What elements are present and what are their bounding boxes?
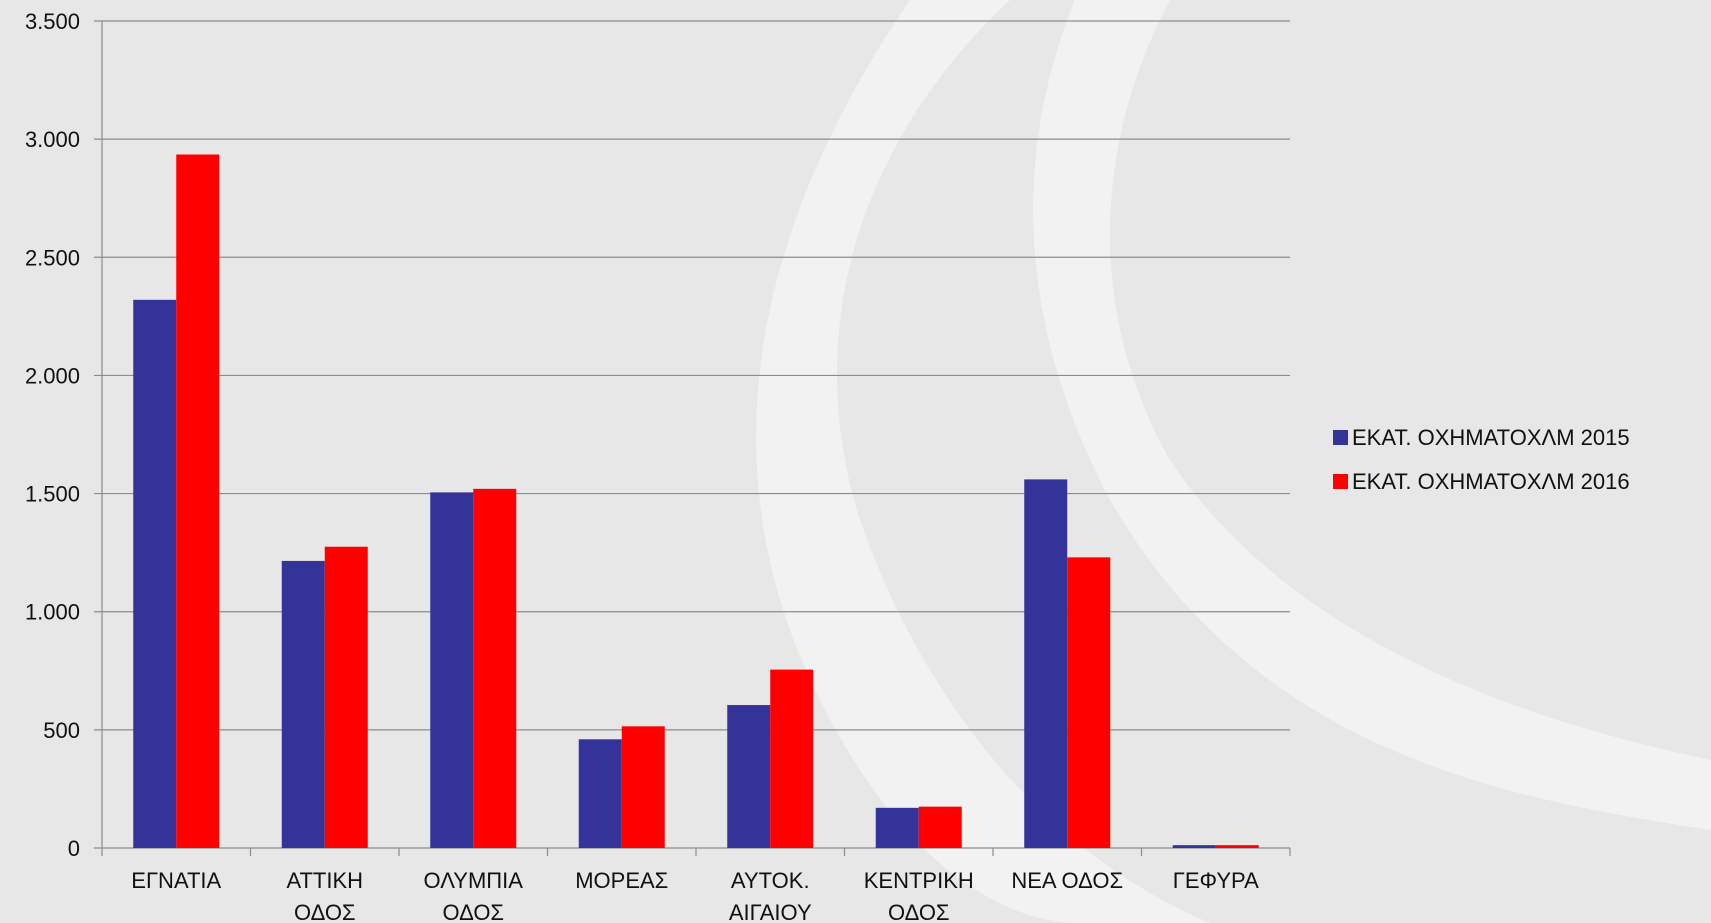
x-category-label: ΚΕΝΤΡΙΚΗ ΟΔΟΣ: [864, 868, 974, 923]
y-tick-label: 3.000: [25, 127, 80, 152]
x-category-label: ΑΥΤΟΚ. ΑΙΓΑΙΟΥ: [729, 868, 812, 923]
x-axis-category-labels: ΕΓΝΑΤΙΑ ΑΤΤΙΚΗ ΟΔΟΣ ΟΛΥΜΠΙΑ ΟΔΟΣ ΜΟΡΕΑΣ ΑΥΤΟΚ.…: [131, 868, 1259, 923]
bar-2015: [727, 705, 771, 848]
bar-2016: [324, 546, 368, 848]
y-tick-label: 0: [68, 836, 80, 861]
bar-2015: [1024, 479, 1068, 848]
bar-2015: [1172, 845, 1216, 848]
y-tick-label: 1.500: [25, 482, 80, 507]
bar-2016: [473, 488, 517, 848]
y-axis-tick-labels: 0 500 1.000 1.500 2.000 2.500 3.000 3.500: [25, 9, 80, 861]
x-category-label: ΑΤΤΙΚΗ ΟΔΟΣ: [286, 868, 363, 923]
bar-2015: [133, 299, 177, 848]
y-tick-label: 3.500: [25, 9, 80, 34]
bar-2016: [1067, 557, 1111, 848]
bar-2016: [176, 154, 220, 848]
bar-2015: [578, 739, 622, 848]
x-category-label: ΕΓΝΑΤΙΑ: [131, 868, 221, 893]
bar-2015: [430, 492, 474, 848]
x-category-label: ΓΕΦΥΡΑ: [1173, 868, 1259, 893]
legend-swatch: [1333, 430, 1348, 445]
bars: [133, 154, 1259, 848]
background-swoosh: [756, 0, 1711, 923]
x-category-label: ΟΛΥΜΠΙΑ ΟΔΟΣ: [424, 868, 524, 923]
bar-2016: [918, 806, 962, 848]
legend: ΕΚΑΤ. ΟΧΗΜΑΤΟΧΛΜ 2015 ΕΚΑΤ. ΟΧΗΜΑΤΟΧΛΜ 20…: [1333, 425, 1630, 494]
bar-2015: [875, 807, 919, 848]
y-tick-label: 2.000: [25, 363, 80, 388]
x-category-label: ΝΕΑ ΟΔΟΣ: [1011, 868, 1123, 893]
legend-swatch: [1333, 474, 1348, 489]
y-tick-label: 1.000: [25, 600, 80, 625]
bar-2016: [770, 669, 814, 848]
legend-label: ΕΚΑΤ. ΟΧΗΜΑΤΟΧΛΜ 2016: [1352, 469, 1630, 494]
bar-2016: [621, 726, 665, 848]
y-tick-label: 2.500: [25, 245, 80, 270]
y-tick-label: 500: [43, 718, 80, 743]
x-category-label: ΜΟΡΕΑΣ: [575, 868, 668, 893]
bar-2015: [281, 560, 325, 848]
bar-2016: [1215, 845, 1259, 848]
legend-label: ΕΚΑΤ. ΟΧΗΜΑΤΟΧΛΜ 2015: [1352, 425, 1630, 450]
